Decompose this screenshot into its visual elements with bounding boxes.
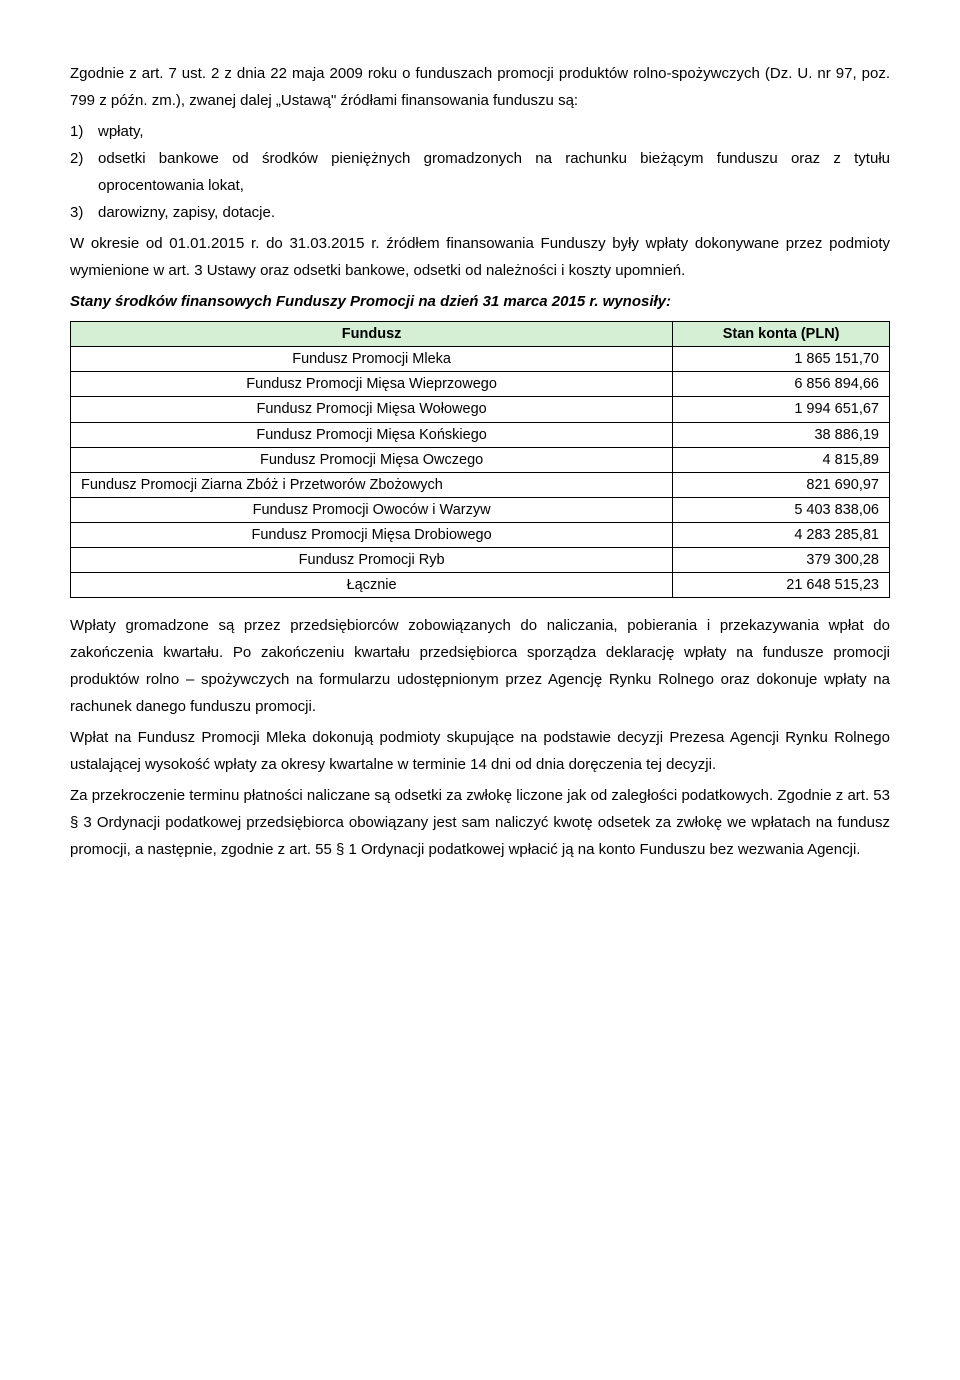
cell-fund: Fundusz Promocji Ryb [71, 548, 673, 573]
col-header-balance: Stan konta (PLN) [673, 322, 890, 347]
cell-value: 38 886,19 [673, 422, 890, 447]
paragraph-milk-fund: Wpłat na Fundusz Promocji Mleka dokonują… [70, 724, 890, 778]
funds-table: Fundusz Stan konta (PLN) Fundusz Promocj… [70, 321, 890, 598]
table-row: Fundusz Promocji Mięsa Wieprzowego6 856 … [71, 372, 890, 397]
table-row: Fundusz Promocji Mięsa Drobiowego4 283 2… [71, 523, 890, 548]
table-row: Fundusz Promocji Mleka1 865 151,70 [71, 347, 890, 372]
paragraph-collection: Wpłaty gromadzone są przez przedsiębiorc… [70, 612, 890, 720]
cell-value: 821 690,97 [673, 472, 890, 497]
col-header-fund: Fundusz [71, 322, 673, 347]
list-item: 1) wpłaty, [70, 118, 890, 145]
cell-value: 1 865 151,70 [673, 347, 890, 372]
paragraph-interest: Za przekroczenie terminu płatności nalic… [70, 782, 890, 863]
cell-fund: Fundusz Promocji Mięsa Drobiowego [71, 523, 673, 548]
table-caption: Stany środków finansowych Funduszy Promo… [70, 288, 890, 315]
table-row: Fundusz Promocji Ryb379 300,28 [71, 548, 890, 573]
table-row: Fundusz Promocji Mięsa Wołowego1 994 651… [71, 397, 890, 422]
list-number: 1) [70, 118, 83, 145]
table-row: Fundusz Promocji Ziarna Zbóż i Przetworó… [71, 472, 890, 497]
cell-total-value: 21 648 515,23 [673, 573, 890, 598]
list-number: 2) [70, 145, 83, 172]
cell-fund: Fundusz Promocji Mięsa Owczego [71, 447, 673, 472]
paragraph-period: W okresie od 01.01.2015 r. do 31.03.2015… [70, 230, 890, 284]
cell-fund: Fundusz Promocji Mięsa Wieprzowego [71, 372, 673, 397]
cell-value: 4 283 285,81 [673, 523, 890, 548]
list-item: 3) darowizny, zapisy, dotacje. [70, 199, 890, 226]
cell-value: 4 815,89 [673, 447, 890, 472]
cell-fund: Fundusz Promocji Mięsa Wołowego [71, 397, 673, 422]
cell-fund: Fundusz Promocji Ziarna Zbóż i Przetworó… [71, 472, 673, 497]
paragraph-intro: Zgodnie z art. 7 ust. 2 z dnia 22 maja 2… [70, 60, 890, 114]
list-text: wpłaty, [98, 123, 144, 140]
cell-value: 379 300,28 [673, 548, 890, 573]
cell-fund: Fundusz Promocji Mleka [71, 347, 673, 372]
source-list: 1) wpłaty, 2) odsetki bankowe od środków… [70, 118, 890, 226]
list-item: 2) odsetki bankowe od środków pieniężnyc… [70, 145, 890, 199]
list-text: odsetki bankowe od środków pieniężnych g… [98, 150, 890, 194]
cell-total-label: Łącznie [71, 573, 673, 598]
cell-value: 1 994 651,67 [673, 397, 890, 422]
table-row: Fundusz Promocji Mięsa Końskiego38 886,1… [71, 422, 890, 447]
cell-value: 5 403 838,06 [673, 497, 890, 522]
table-total-row: Łącznie21 648 515,23 [71, 573, 890, 598]
list-number: 3) [70, 199, 83, 226]
cell-value: 6 856 894,66 [673, 372, 890, 397]
table-header-row: Fundusz Stan konta (PLN) [71, 322, 890, 347]
table-row: Fundusz Promocji Mięsa Owczego4 815,89 [71, 447, 890, 472]
cell-fund: Fundusz Promocji Owoców i Warzyw [71, 497, 673, 522]
cell-fund: Fundusz Promocji Mięsa Końskiego [71, 422, 673, 447]
list-text: darowizny, zapisy, dotacje. [98, 204, 275, 221]
table-row: Fundusz Promocji Owoców i Warzyw5 403 83… [71, 497, 890, 522]
